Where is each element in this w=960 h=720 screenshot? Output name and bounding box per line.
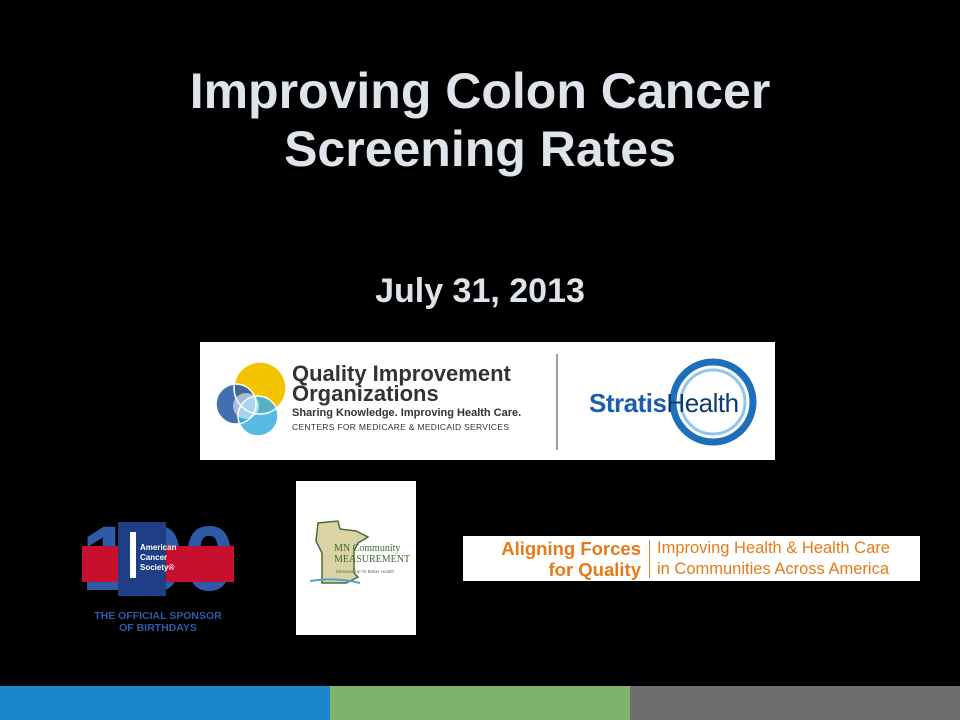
acs-100-graphic: 100 American Cancer Society® — [81, 508, 235, 610]
qio-circles-logo — [215, 361, 287, 437]
af4q-left-line2: for Quality — [548, 559, 641, 580]
af4q-right-line1: Improving Health & Health Care — [657, 539, 890, 557]
svg-text:Society®: Society® — [140, 563, 174, 572]
footer-bar-gray — [630, 686, 960, 720]
af4q-tagline: Improving Health & Health Care in Commun… — [657, 538, 890, 580]
stratis-health-logo: StratisHealth — [585, 352, 770, 452]
af4q-separator — [649, 540, 650, 578]
stratis-part1: Stratis — [589, 388, 667, 418]
stratis-ring-icon — [669, 358, 757, 446]
acs-caption-line2: OF BIRTHDAYS — [119, 622, 197, 634]
mn-wordmark: MN Community MEASUREMENT — [334, 543, 410, 565]
minnesota-map-icon — [309, 520, 370, 584]
qio-wordmark: Quality Improvement Organizations Sharin… — [292, 361, 522, 433]
partner-logo-band: Quality Improvement Organizations Sharin… — [200, 342, 775, 460]
footer-color-bar — [0, 686, 960, 720]
svg-text:Cancer: Cancer — [140, 553, 167, 562]
acs-100-logo: 100 American Cancer Society® — [78, 508, 238, 642]
qio-cms: CENTERS FOR MEDICARE & MEDICAID SERVICES — [292, 422, 510, 432]
footer-bar-green — [330, 686, 630, 720]
footer-bar-blue — [0, 686, 330, 720]
acs-caption: THE OFFICIAL SPONSOR OF BIRTHDAYS — [78, 610, 238, 634]
mn-line1: MN Community — [334, 543, 401, 554]
slide-title: Improving Colon Cancer Screening Rates — [0, 62, 960, 178]
mn-line2: MEASUREMENT — [334, 554, 411, 565]
qio-title-2: Organizations — [292, 381, 439, 406]
stratis-part2: Health — [666, 388, 739, 418]
title-line-1: Improving Colon Cancer — [189, 63, 771, 119]
logo-divider — [556, 354, 558, 450]
presentation-date: July 31, 2013 — [375, 272, 585, 310]
mn-community-measurement-logo: MN Community MEASUREMENT Measure Up To B… — [296, 481, 416, 635]
svg-text:American: American — [140, 543, 177, 552]
qio-tagline: Sharing Knowledge. Improving Health Care… — [292, 407, 522, 419]
af4q-right-line2: in Communities Across America — [657, 560, 889, 578]
qio-title-1: Quality Improvement — [292, 361, 511, 386]
title-line-2: Screening Rates — [284, 121, 676, 177]
af4q-name: Aligning Forces for Quality — [463, 538, 641, 580]
stratis-wordmark: StratisHealth — [589, 388, 739, 419]
af4q-left-line1: Aligning Forces — [501, 538, 641, 559]
mn-tagline: Measure Up To Better Health — [336, 569, 394, 574]
acs-caption-line1: THE OFFICIAL SPONSOR — [94, 610, 222, 622]
aligning-forces-logo: Aligning Forces for Quality Improving He… — [463, 536, 920, 581]
